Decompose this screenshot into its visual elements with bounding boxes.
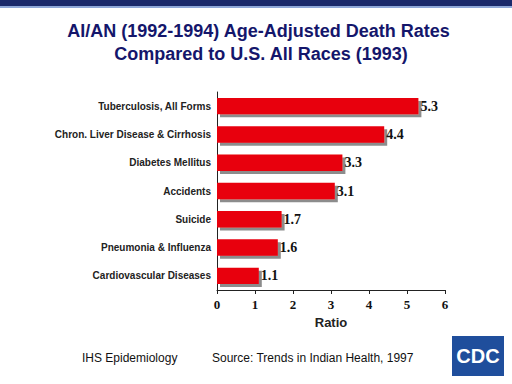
svg-text:Tuberculosis, All Forms: Tuberculosis, All Forms bbox=[98, 101, 211, 112]
svg-text:5.3: 5.3 bbox=[420, 99, 438, 114]
svg-text:1: 1 bbox=[252, 297, 259, 312]
svg-text:Ratio: Ratio bbox=[315, 315, 348, 330]
svg-text:Suicide: Suicide bbox=[175, 214, 211, 225]
svg-text:Cardiovascular Diseases: Cardiovascular Diseases bbox=[93, 270, 212, 281]
svg-text:Compared to U.S. All Races (19: Compared to U.S. All Races (1993) bbox=[114, 44, 407, 64]
svg-text:4.4: 4.4 bbox=[386, 127, 404, 142]
svg-text:Chron. Liver Disease & Cirrhos: Chron. Liver Disease & Cirrhosis bbox=[55, 129, 212, 140]
svg-text:3: 3 bbox=[328, 297, 335, 312]
svg-text:Diabetes Mellitus: Diabetes Mellitus bbox=[129, 157, 211, 168]
svg-text:1.6: 1.6 bbox=[280, 240, 298, 255]
svg-text:3.1: 3.1 bbox=[337, 184, 355, 199]
svg-text:AI/AN (1992-1994) Age-Adjusted: AI/AN (1992-1994) Age-Adjusted Death Rat… bbox=[67, 21, 454, 41]
svg-text:0: 0 bbox=[214, 297, 221, 312]
svg-text:CDC: CDC bbox=[456, 345, 499, 367]
svg-text:Source: Trends in Indian Healt: Source: Trends in Indian Health, 1997 bbox=[212, 351, 414, 365]
svg-text:Pneumonia & Influenza: Pneumonia & Influenza bbox=[101, 242, 211, 253]
svg-text:Accidents: Accidents bbox=[163, 186, 211, 197]
svg-text:IHS Epidemiology: IHS Epidemiology bbox=[82, 351, 177, 365]
svg-text:6: 6 bbox=[442, 297, 449, 312]
svg-text:1.7: 1.7 bbox=[284, 212, 302, 227]
svg-text:2: 2 bbox=[290, 297, 297, 312]
svg-text:5: 5 bbox=[404, 297, 411, 312]
svg-text:1.1: 1.1 bbox=[261, 268, 279, 283]
svg-text:4: 4 bbox=[366, 297, 373, 312]
svg-text:3.3: 3.3 bbox=[344, 155, 362, 170]
